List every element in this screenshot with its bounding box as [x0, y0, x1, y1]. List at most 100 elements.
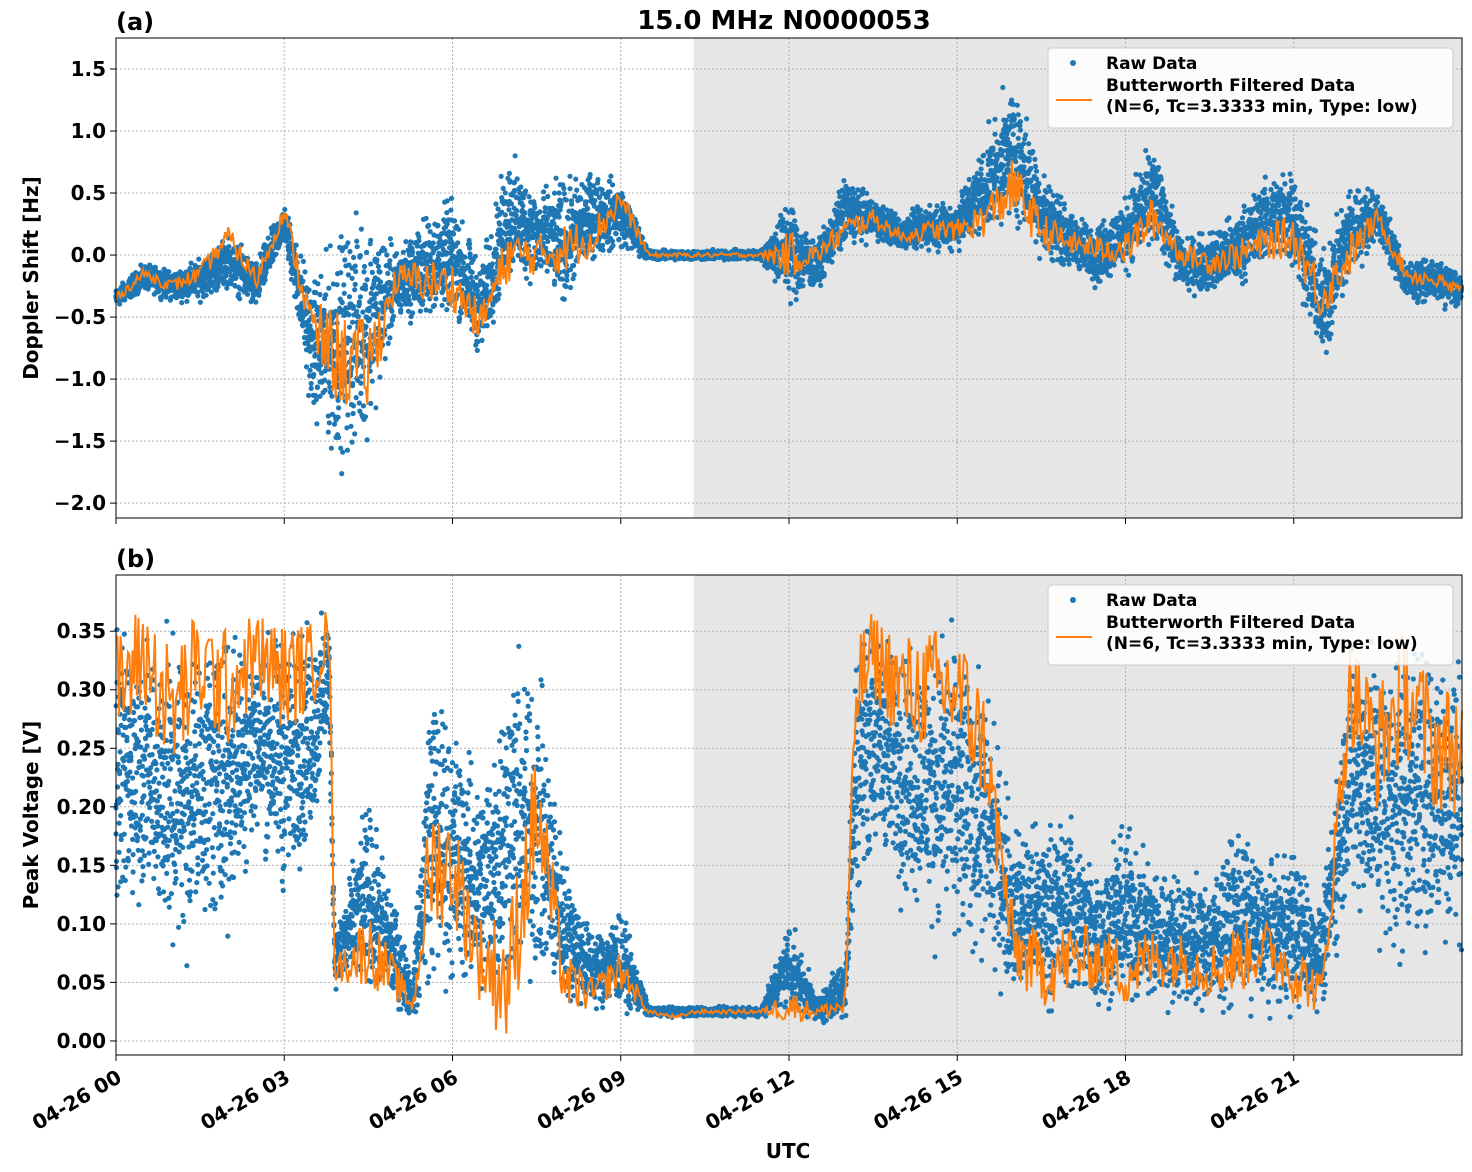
raw-data-point	[490, 309, 496, 315]
raw-data-point	[583, 199, 589, 205]
raw-data-point	[492, 270, 498, 276]
raw-data-point	[350, 319, 356, 325]
raw-data-point	[352, 281, 358, 287]
raw-data-point	[800, 283, 806, 289]
raw-data-point	[346, 324, 353, 330]
raw-data-point	[314, 421, 320, 427]
raw-data-point	[400, 249, 406, 255]
raw-data-point	[377, 279, 384, 285]
raw-data-point	[508, 201, 515, 207]
raw-data-point	[346, 312, 352, 318]
raw-data-point	[567, 186, 573, 192]
raw-data-point	[913, 245, 920, 251]
raw-data-point	[793, 297, 799, 303]
raw-data-point	[506, 170, 512, 176]
raw-data-point	[610, 242, 616, 249]
raw-data-point	[512, 153, 518, 159]
raw-data-point	[357, 294, 363, 300]
raw-data-point	[803, 231, 809, 237]
raw-data-point	[589, 191, 595, 197]
raw-data-point	[522, 266, 528, 272]
raw-data-point	[398, 302, 404, 308]
raw-data-point	[565, 215, 572, 222]
raw-data-point	[387, 335, 393, 341]
raw-data-point	[433, 296, 439, 302]
raw-data-point	[385, 270, 391, 276]
raw-data-point	[532, 205, 538, 211]
raw-data-point	[493, 201, 499, 207]
raw-data-point	[368, 261, 374, 267]
raw-data-point	[936, 243, 942, 249]
raw-data-point	[935, 249, 941, 255]
raw-data-point	[354, 308, 360, 315]
raw-data-point	[360, 403, 367, 409]
raw-data-point	[933, 208, 940, 214]
raw-data-point	[361, 263, 368, 270]
raw-data-point	[364, 277, 370, 283]
raw-data-point	[187, 265, 193, 271]
raw-data-point	[307, 348, 313, 354]
raw-data-point	[335, 414, 341, 420]
raw-data-point	[934, 203, 940, 209]
raw-data-point	[794, 226, 800, 233]
raw-data-point	[256, 286, 262, 292]
raw-data-point	[949, 248, 955, 254]
raw-data-point	[122, 297, 128, 303]
raw-data-point	[558, 200, 564, 206]
raw-data-point	[340, 449, 346, 455]
raw-data-point	[551, 281, 558, 287]
raw-data-point	[327, 384, 333, 390]
raw-data-point	[363, 324, 369, 330]
raw-data-point	[226, 244, 232, 250]
raw-data-point	[325, 413, 331, 419]
raw-data-point	[502, 212, 508, 218]
raw-data-point	[347, 248, 353, 255]
raw-data-point	[408, 301, 414, 307]
raw-data-point	[620, 194, 626, 200]
raw-data-point	[892, 211, 898, 217]
raw-data-point	[364, 249, 370, 255]
raw-data-point	[790, 210, 796, 216]
raw-data-point	[298, 274, 304, 280]
raw-data-point	[353, 268, 359, 275]
raw-data-point	[520, 203, 526, 209]
raw-data-point	[474, 347, 480, 353]
raw-data-point	[354, 244, 360, 250]
raw-data-point	[474, 287, 480, 294]
raw-data-point	[313, 397, 319, 403]
raw-data-point	[564, 273, 570, 279]
raw-data-point	[553, 175, 559, 181]
raw-data-point	[322, 377, 328, 383]
raw-data-point	[448, 195, 455, 201]
raw-data-point	[352, 263, 358, 269]
raw-data-point	[966, 176, 972, 183]
raw-data-point	[117, 301, 123, 307]
figure-title: 15.0 MHz N0000053	[637, 6, 930, 36]
raw-data-point	[522, 188, 529, 194]
raw-data-point	[926, 247, 932, 253]
raw-data-point	[195, 289, 201, 295]
raw-data-point	[390, 313, 397, 319]
raw-data-point	[523, 275, 530, 281]
raw-data-point	[369, 378, 375, 384]
panel-a-doppler: −2.0−1.5−1.0−0.50.00.51.01.5 Raw DataButt…	[19, 8, 1465, 524]
raw-data-point	[351, 254, 357, 261]
raw-data-point	[326, 379, 332, 386]
raw-data-point	[448, 207, 454, 213]
raw-data-point	[830, 250, 837, 256]
raw-data-point	[917, 207, 924, 213]
raw-data-point	[341, 290, 347, 296]
raw-data-point	[374, 257, 380, 263]
raw-data-point	[860, 186, 866, 192]
raw-data-point	[388, 241, 394, 248]
raw-data-point	[502, 190, 508, 196]
raw-data-point	[450, 231, 457, 237]
raw-data-point	[388, 322, 394, 328]
raw-data-point	[514, 208, 520, 214]
raw-data-point	[351, 403, 357, 409]
raw-data-point	[616, 236, 622, 242]
raw-data-point	[793, 289, 799, 295]
raw-data-point	[387, 236, 393, 242]
raw-data-point	[459, 219, 465, 225]
raw-data-point	[384, 252, 390, 258]
